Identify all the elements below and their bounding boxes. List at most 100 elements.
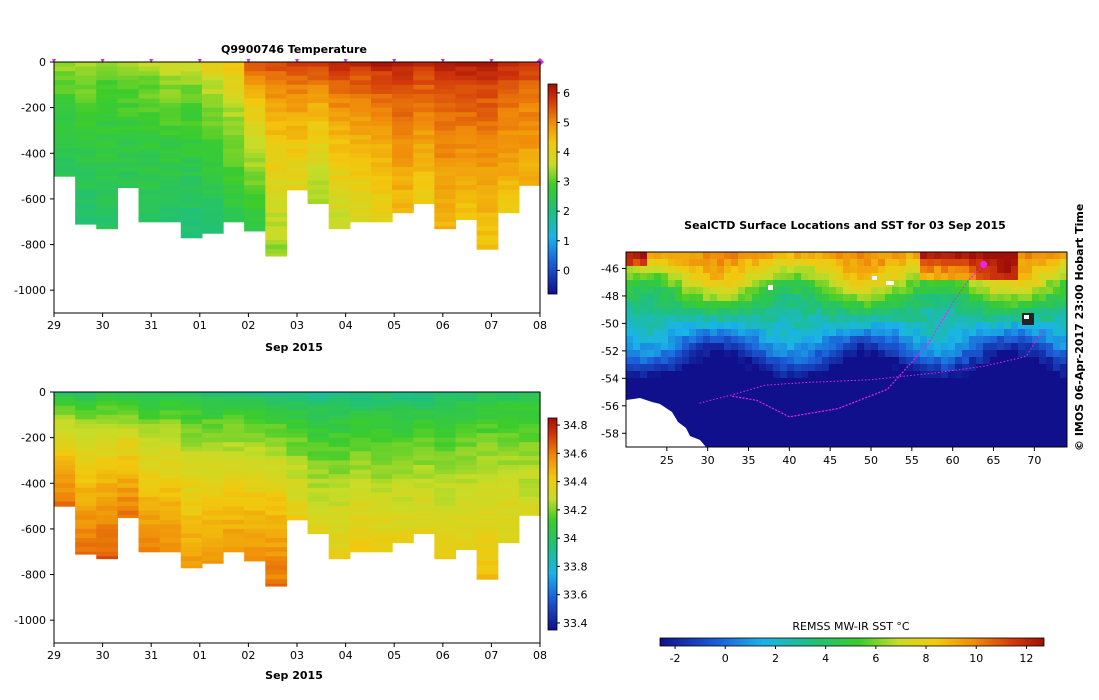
heatmap-cell xyxy=(307,93,330,100)
heatmap-cell xyxy=(138,501,161,507)
heatmap-cell xyxy=(244,203,266,209)
heatmap-cell xyxy=(201,474,224,480)
sst-cell xyxy=(731,441,739,447)
heatmap-cell xyxy=(455,524,478,530)
sst-cell xyxy=(829,413,837,421)
sst-cell xyxy=(801,322,809,330)
heatmap-cell xyxy=(244,84,266,90)
heatmap-cell xyxy=(265,75,288,81)
heatmap-cell xyxy=(244,556,266,562)
sst-cell xyxy=(829,259,837,267)
heatmap-cell xyxy=(138,506,161,512)
heatmap-cell xyxy=(265,547,288,553)
sst-cell xyxy=(941,294,949,302)
heatmap-cell xyxy=(96,135,118,141)
sst-cell xyxy=(892,350,900,358)
sst-cell xyxy=(710,420,718,428)
profile-marker xyxy=(440,59,445,63)
heatmap-cell xyxy=(518,410,541,416)
sst-cell xyxy=(633,315,641,323)
sst-cell xyxy=(857,406,865,414)
heatmap-cell xyxy=(159,496,182,503)
heatmap-cell xyxy=(349,392,372,398)
heatmap-cell xyxy=(476,203,499,209)
sst-cell xyxy=(850,378,858,386)
sst-cell xyxy=(710,287,718,295)
sst-cell xyxy=(990,259,998,267)
sst-cell xyxy=(962,322,970,330)
sst-cell xyxy=(899,434,907,442)
heatmap-cell xyxy=(455,487,478,493)
heatmap-cell xyxy=(265,208,288,214)
sst-cell xyxy=(843,378,851,386)
heatmap-cell xyxy=(75,162,97,168)
sst-cell xyxy=(997,385,1005,393)
heatmap-cell xyxy=(455,465,478,471)
sst-cell xyxy=(1046,378,1054,386)
heatmap-cell xyxy=(54,139,76,145)
heatmap-cell xyxy=(455,98,478,104)
heatmap-cell xyxy=(392,487,414,493)
sst-cell xyxy=(864,343,872,351)
sst-cell xyxy=(878,280,886,288)
heatmap-cell xyxy=(180,423,203,430)
heatmap-cell xyxy=(265,506,288,512)
sst-cell xyxy=(948,371,956,379)
sst-cell xyxy=(640,308,648,316)
heatmap-cell xyxy=(201,80,224,86)
heatmap-cell xyxy=(159,451,182,457)
heatmap-cell xyxy=(413,84,435,90)
heatmap-cell xyxy=(138,465,161,471)
heatmap-cell xyxy=(201,71,224,77)
sst-cell xyxy=(787,266,795,274)
sst-cell xyxy=(633,371,641,379)
sst-cell xyxy=(752,399,760,407)
sst-cell xyxy=(857,287,865,295)
heatmap-cell xyxy=(265,217,288,223)
sst-cell xyxy=(1004,350,1012,358)
heatmap-cell xyxy=(117,483,140,489)
sst-cell xyxy=(857,329,865,337)
sst-cell xyxy=(822,413,830,421)
sst-cell xyxy=(738,371,746,379)
heatmap-cell xyxy=(138,474,161,480)
heatmap-cell xyxy=(286,107,309,113)
heatmap-cell xyxy=(244,446,266,452)
sst-cell xyxy=(801,259,809,267)
heatmap-cell xyxy=(96,442,118,448)
heatmap-cell xyxy=(223,98,245,104)
sst-cell xyxy=(892,441,900,447)
heatmap-cell xyxy=(370,71,393,77)
heatmap-cell xyxy=(413,130,435,136)
heatmap-cell xyxy=(476,62,499,68)
heatmap-cell xyxy=(413,103,435,109)
sst-cell xyxy=(836,350,844,358)
y-tick-label: -800 xyxy=(21,569,46,582)
sst-cell xyxy=(850,294,858,302)
sst-cell xyxy=(773,343,781,351)
heatmap-cell xyxy=(117,401,140,407)
sst-cell xyxy=(983,273,991,281)
heatmap-cell xyxy=(96,162,118,168)
heatmap-cell xyxy=(265,84,288,90)
sst-cell xyxy=(878,294,886,302)
sst-cell xyxy=(1039,280,1047,288)
heatmap-cell xyxy=(244,428,266,434)
heatmap-cell xyxy=(159,194,182,200)
sst-cell xyxy=(787,371,795,379)
sst-cell xyxy=(941,434,949,442)
heatmap-cell xyxy=(349,487,372,493)
heatmap-cell xyxy=(265,551,288,557)
sst-cell xyxy=(885,364,893,372)
heatmap-cell xyxy=(96,556,118,560)
heatmap-cell xyxy=(518,474,541,480)
heatmap-cell xyxy=(455,212,478,218)
sst-cell xyxy=(794,315,802,323)
heatmap-cell xyxy=(328,221,351,227)
sst-cell xyxy=(661,266,669,274)
heatmap-cell xyxy=(476,519,499,525)
sst-cell xyxy=(948,378,956,386)
temperature-x-axis-label: Sep 2015 xyxy=(265,341,323,354)
heatmap-cell xyxy=(434,442,457,448)
heatmap-cell xyxy=(392,116,414,122)
